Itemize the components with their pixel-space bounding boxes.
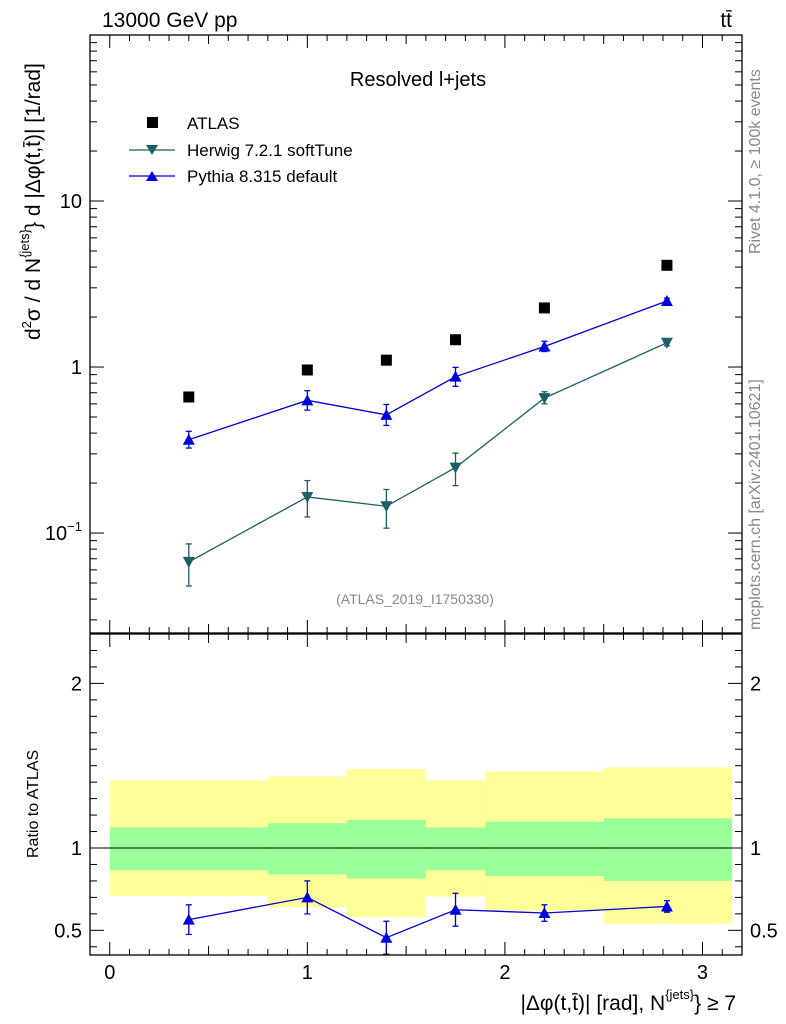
- main-ytick-label: 1: [71, 357, 82, 379]
- ratio-ytick-label-right: 0.5: [750, 920, 778, 942]
- ratio-band-green: [485, 821, 604, 876]
- ratio-pythia-point: [538, 907, 551, 919]
- main-panel: 10 1 10−1 Resolved l+jets ATLAS Herwig 7.2…: [17, 34, 743, 634]
- ratio-data-layer: [90, 767, 742, 955]
- main-ytick-label: 10−1: [45, 519, 82, 545]
- legend-herwig-label: Herwig 7.2.1 softTune: [187, 141, 353, 160]
- pythia-point: [538, 340, 551, 352]
- herwig-point: [182, 556, 195, 568]
- ratio-xtick-label: 2: [499, 962, 510, 984]
- atlas-point: [538, 302, 550, 314]
- pythia-point: [660, 294, 673, 306]
- main-frame: [89, 34, 743, 634]
- ratio-band-green: [346, 820, 426, 879]
- ratio-ytick-label-right: 2: [750, 673, 761, 695]
- pythia-point: [449, 370, 462, 382]
- atlas-point: [301, 364, 313, 376]
- ratio-band-green: [267, 823, 347, 875]
- pythia-point: [182, 433, 195, 445]
- herwig-point: [380, 501, 393, 513]
- ratio-pythia-point: [660, 900, 673, 912]
- legend-pythia-label: Pythia 8.315 default: [187, 167, 338, 186]
- legend: ATLAS Herwig 7.2.1 softTune Pythia 8.315…: [129, 114, 353, 186]
- ratio-band-green: [425, 827, 486, 871]
- ratio-panel: 2 2 1 1 0.5 0.5 0 1 2 3 Ratio to ATLAS |Δφ(t,t̄)|…: [25, 633, 778, 1015]
- herwig-point: [660, 337, 673, 349]
- ratio-xtick-label: 1: [302, 962, 313, 984]
- process-label: tt̄: [720, 9, 732, 32]
- atlas-point: [380, 354, 392, 366]
- pythia-point: [380, 408, 393, 420]
- pythia-point: [301, 394, 314, 406]
- ratio-xlabel: |Δφ(t,t̄)| [rad], N{jets}} ≥ 7: [520, 987, 736, 1015]
- herwig-point: [449, 462, 462, 474]
- legend-atlas-marker: [147, 117, 158, 128]
- main-ticks: 10 1 10−1: [45, 35, 742, 633]
- ratio-pythia-point: [301, 891, 314, 903]
- ratio-frame: [89, 633, 743, 956]
- rivet-label: Rivet 4.1.0, ≥ 100k events: [747, 69, 764, 254]
- main-data-layer: [182, 259, 673, 587]
- ratio-pythia-point: [380, 931, 393, 943]
- analysis-id: (ATLAS_2019_I1750330): [336, 591, 494, 607]
- ratio-band-green: [109, 827, 268, 871]
- ratio-pythia-line: [188, 896, 667, 939]
- source-label: mcplots.cern.ch [arXiv:2401.10621]: [747, 379, 764, 630]
- ratio-ylabel: Ratio to ATLAS: [25, 750, 42, 858]
- main-ylabel: d2σ / d N{jets}} d |Δφ(t,t̄)| [1/rad]: [17, 63, 45, 340]
- ratio-xtick-label: 3: [697, 962, 708, 984]
- atlas-point: [661, 259, 673, 271]
- herwig-point: [538, 393, 551, 405]
- legend-herwig-marker: [146, 145, 158, 155]
- atlas-point: [183, 391, 195, 403]
- ratio-band-green: [603, 818, 733, 881]
- ratio-pythia-point: [449, 903, 462, 915]
- pythia-line: [188, 300, 668, 441]
- energy-label: 13000 GeV pp: [102, 9, 237, 32]
- legend-pythia-marker: [146, 171, 158, 181]
- herwig-point: [301, 491, 314, 503]
- atlas-point: [450, 334, 462, 346]
- herwig-line: [188, 342, 668, 563]
- main-ytick-label: 10: [60, 191, 82, 213]
- ratio-ticks: 2 2 1 1 0.5 0.5 0 1 2 3: [54, 634, 778, 984]
- ratio-ytick-label: 0.5: [54, 920, 82, 942]
- ratio-ytick-label: 2: [71, 673, 82, 695]
- ratio-xtick-label: 0: [104, 962, 115, 984]
- ratio-ytick-label-right: 1: [750, 838, 761, 860]
- main-title: Resolved l+jets: [350, 69, 486, 91]
- ratio-pythia-point: [182, 913, 195, 925]
- ratio-ytick-label: 1: [71, 838, 82, 860]
- legend-atlas-label: ATLAS: [187, 114, 240, 133]
